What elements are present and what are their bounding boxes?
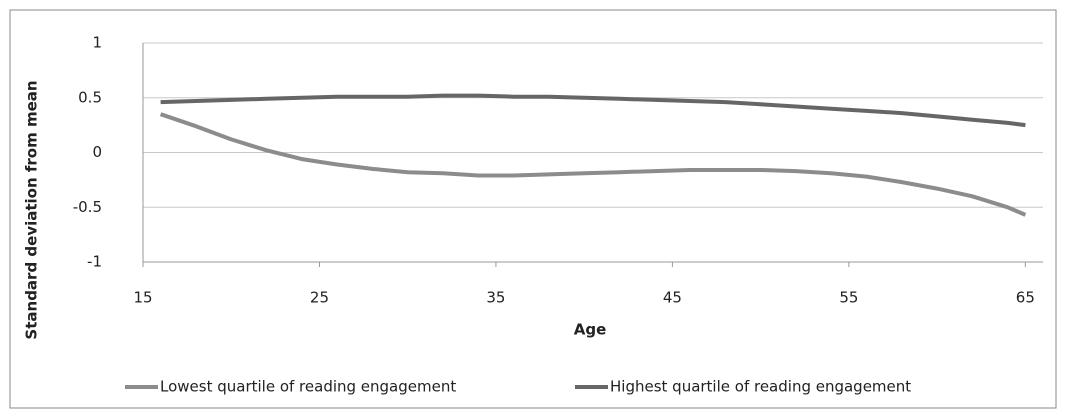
- x-tick-label: 55: [839, 289, 858, 307]
- x-tick-label: 15: [133, 289, 152, 307]
- x-tick-label: 65: [1016, 289, 1035, 307]
- chart-border: [9, 9, 1057, 409]
- x-tick-label: 35: [486, 289, 505, 307]
- y-tick-label: 0: [92, 143, 102, 161]
- y-tick-label: -1: [87, 253, 102, 271]
- y-tick-label: 0.5: [78, 88, 102, 106]
- x-tick-label: 25: [310, 289, 329, 307]
- y-axis-title: Standard deviation from mean: [23, 80, 41, 339]
- y-tick-label: -0.5: [73, 198, 102, 216]
- series-line: [159, 112, 1027, 217]
- series-line: [160, 93, 1026, 128]
- x-tick-label: 45: [663, 289, 682, 307]
- x-axis-title: Age: [574, 321, 607, 339]
- y-tick-label: 1: [92, 34, 102, 52]
- legend-label: Highest quartile of reading engagement: [610, 378, 911, 396]
- legend-label: Lowest quartile of reading engagement: [160, 378, 456, 396]
